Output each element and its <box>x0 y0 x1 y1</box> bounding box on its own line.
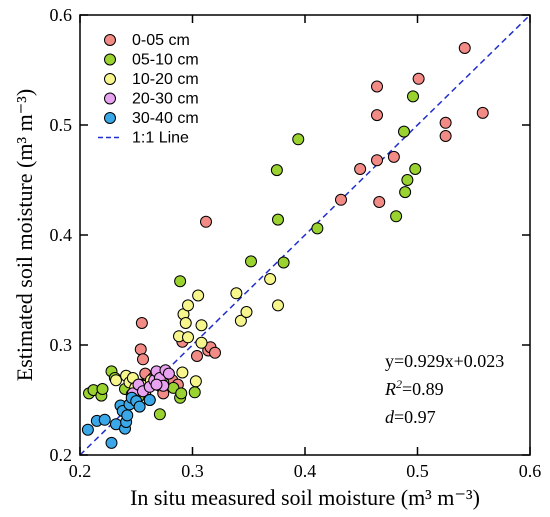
x-tick-label: 0.4 <box>294 461 317 481</box>
data-point <box>272 299 284 312</box>
data-point <box>134 343 147 356</box>
data-point <box>179 317 192 329</box>
data-point <box>245 255 257 268</box>
data-point <box>121 409 134 422</box>
regression-equation: y=0.929x+0.023 <box>385 351 504 371</box>
data-point <box>335 193 347 206</box>
data-point <box>195 336 208 349</box>
data-point <box>195 319 208 332</box>
data-point <box>399 186 412 199</box>
legend-marker <box>104 112 116 124</box>
data-point <box>188 386 201 399</box>
legend-marker <box>104 73 116 85</box>
legend-label: 30-40 cm <box>132 110 199 127</box>
data-point <box>311 222 324 235</box>
data-point <box>401 174 414 186</box>
x-tick-label: 0.6 <box>519 461 542 481</box>
legend-marker <box>104 53 116 66</box>
d-index-text: d=0.97 <box>385 407 436 427</box>
legend-label: 20-30 cm <box>132 91 199 108</box>
x-tick-label: 0.3 <box>181 461 204 481</box>
data-point <box>439 116 452 129</box>
r-squared-text: R2=0.89 <box>384 377 444 399</box>
data-point <box>176 366 189 379</box>
data-point <box>272 213 284 226</box>
data-point <box>458 42 471 54</box>
data-point <box>200 215 212 228</box>
data-point <box>133 400 146 413</box>
y-tick-label: 0.4 <box>50 225 73 245</box>
data-point <box>292 133 305 146</box>
data-point <box>105 436 118 449</box>
x-axis-title: In situ measured soil moisture (m³ m⁻³) <box>130 485 480 510</box>
data-point <box>373 196 386 208</box>
y-tick-label: 0.2 <box>50 445 73 465</box>
data-point <box>390 210 403 223</box>
legend-label: 05-10 cm <box>132 52 199 69</box>
data-point <box>182 299 194 312</box>
data-point <box>191 350 203 362</box>
data-point <box>354 163 367 175</box>
legend: 0-05 cm 05-10 cm 10-20 cm 20-30 cm 30-40 cm 1… <box>98 32 199 147</box>
y-tick-label: 0.6 <box>50 5 73 25</box>
data-point <box>174 275 187 288</box>
y-axis-ticks: 0.2 0.3 0.4 0.5 0.6 <box>50 5 530 465</box>
data-point <box>98 413 111 426</box>
data-point <box>209 346 221 359</box>
data-point <box>110 374 122 387</box>
data-point <box>407 90 419 103</box>
data-point <box>143 394 156 406</box>
data-point <box>135 317 148 329</box>
data-point <box>234 314 247 327</box>
data-points <box>81 42 489 449</box>
data-point <box>96 383 109 395</box>
x-tick-label: 0.5 <box>406 461 429 481</box>
data-point <box>398 125 410 138</box>
stats-annotation: y=0.929x+0.023 R2=0.89 d=0.97 <box>384 351 504 427</box>
data-point <box>264 273 277 285</box>
data-point <box>270 164 283 177</box>
data-point <box>150 378 163 391</box>
data-point <box>277 256 290 269</box>
data-point <box>387 150 400 163</box>
data-point <box>409 163 422 175</box>
data-point <box>175 387 188 400</box>
y-tick-label: 0.3 <box>50 335 73 355</box>
legend-label: 1:1 Line <box>132 130 189 147</box>
data-point <box>153 408 166 421</box>
x-axis-ticks: 0.2 0.3 0.4 0.5 0.6 <box>69 15 542 481</box>
data-point <box>162 367 175 380</box>
data-point <box>192 289 205 302</box>
data-point <box>240 306 253 318</box>
y-axis-title: Estimated soil moisture (m³ m⁻³) <box>12 89 37 381</box>
data-point <box>189 375 202 388</box>
y-tick-label: 0.5 <box>50 115 73 135</box>
data-point <box>230 287 243 300</box>
data-point <box>137 353 149 366</box>
data-point <box>371 109 383 122</box>
data-point <box>371 80 383 93</box>
legend-label: 10-20 cm <box>132 71 199 88</box>
data-point <box>81 423 94 436</box>
data-point <box>412 72 425 85</box>
legend-marker <box>104 92 116 105</box>
legend-label: 0-05 cm <box>132 32 190 49</box>
data-point <box>371 154 383 167</box>
data-point <box>439 130 452 142</box>
legend-marker <box>104 34 116 46</box>
x-tick-label: 0.2 <box>69 461 92 481</box>
data-point <box>182 331 194 344</box>
data-point <box>476 106 489 119</box>
